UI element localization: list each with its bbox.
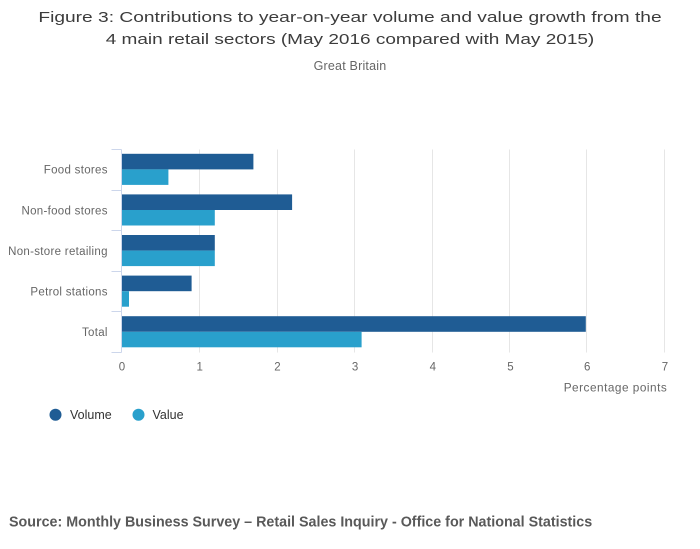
svg-text:1: 1 (196, 362, 202, 374)
svg-text:Value: Value (153, 408, 184, 422)
svg-text:2: 2 (274, 362, 280, 374)
svg-text:Volume: Volume (70, 408, 112, 422)
svg-text:Non-food stores: Non-food stores (21, 205, 107, 217)
svg-text:5: 5 (507, 362, 513, 374)
svg-text:Food stores: Food stores (44, 165, 108, 177)
svg-text:Percentage points: Percentage points (564, 381, 668, 395)
svg-text:Non-store retailing: Non-store retailing (8, 246, 108, 258)
svg-text:Source: Monthly Business Surve: Source: Monthly Business Survey – Retail… (9, 515, 592, 531)
svg-text:0: 0 (119, 362, 125, 374)
svg-text:Total: Total (82, 327, 108, 339)
svg-text:Petrol stations: Petrol stations (30, 287, 107, 299)
svg-text:4: 4 (430, 362, 437, 374)
svg-text:6: 6 (584, 362, 590, 374)
svg-text:7: 7 (662, 362, 668, 374)
svg-text:3: 3 (352, 362, 358, 374)
